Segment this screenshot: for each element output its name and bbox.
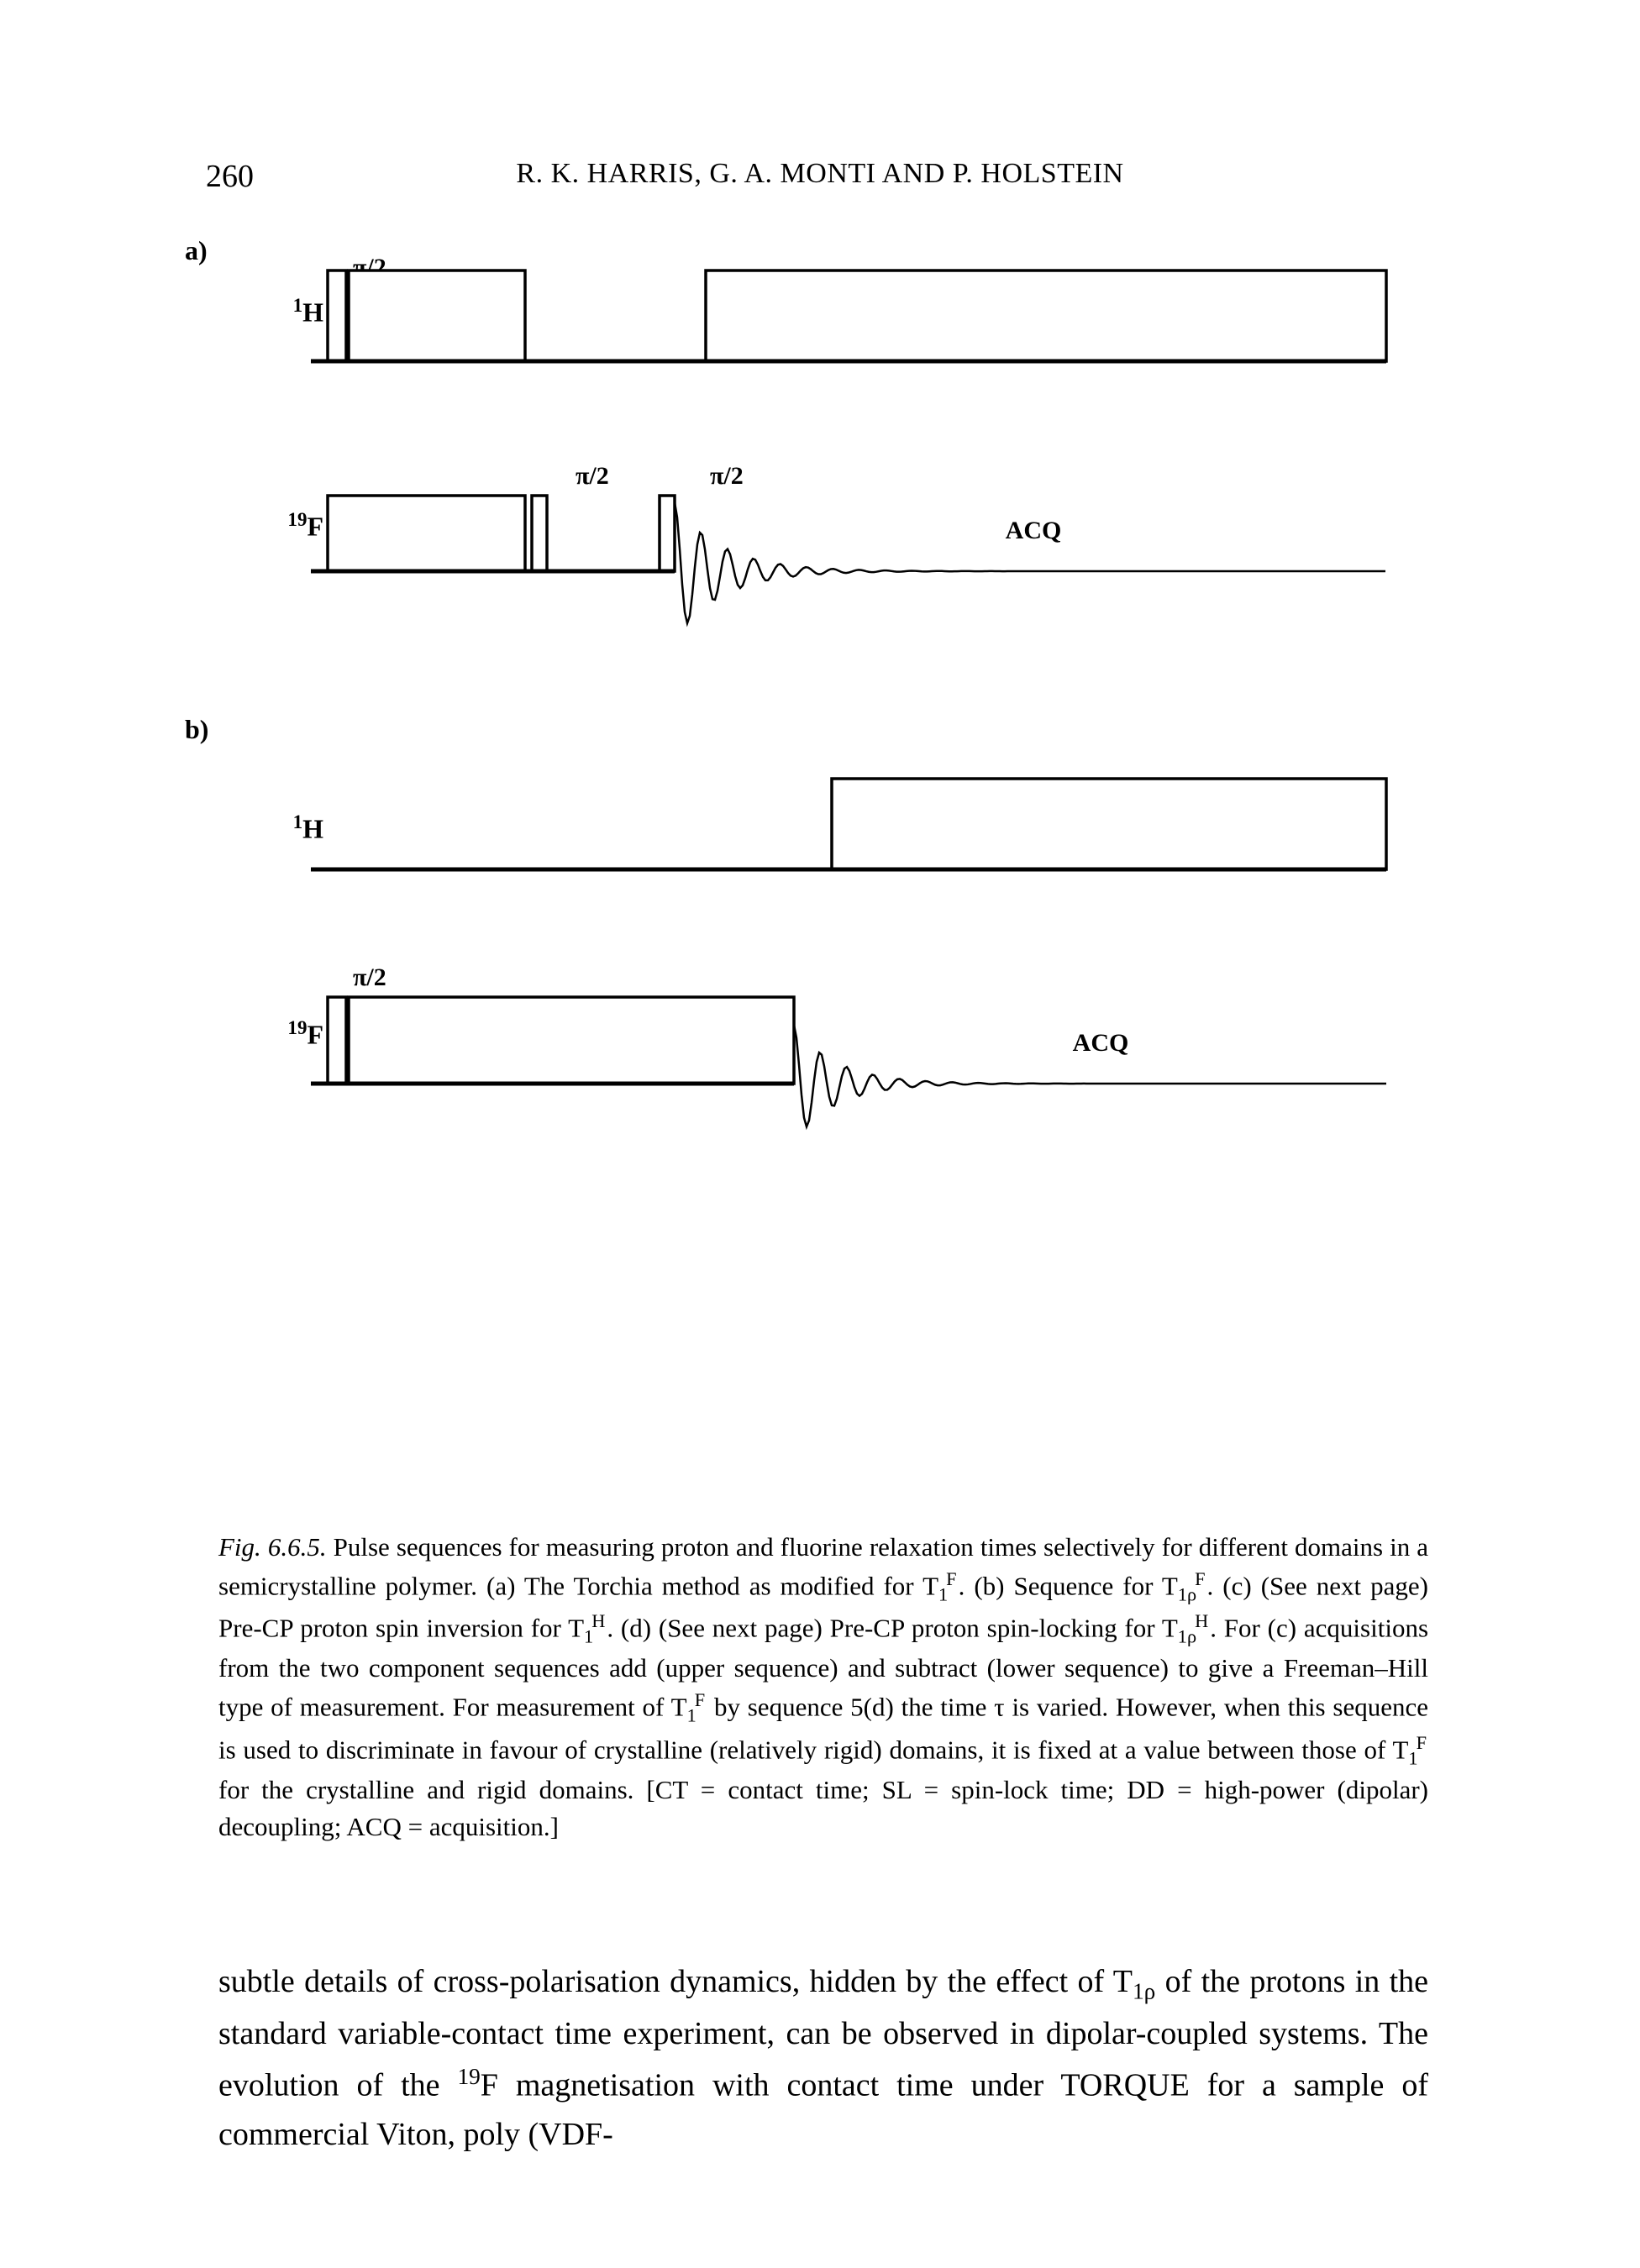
figure-caption: Fig. 6.6.5. Pulse sequences for measurin… xyxy=(218,1529,1428,1845)
running-head: R. K. HARRIS, G. A. MONTI AND P. HOLSTEI… xyxy=(0,158,1640,190)
pulse-sequence-svg xyxy=(185,235,1445,1243)
page: 260 R. K. HARRIS, G. A. MONTI AND P. HOL… xyxy=(0,0,1640,2268)
figure-6-6-5: a) b) 1H 19F 1H 19F π/2 π/2 π/2 π/2 CT D… xyxy=(185,235,1445,1495)
body-paragraph: subtle details of cross-polarisation dyn… xyxy=(218,1957,1428,2160)
